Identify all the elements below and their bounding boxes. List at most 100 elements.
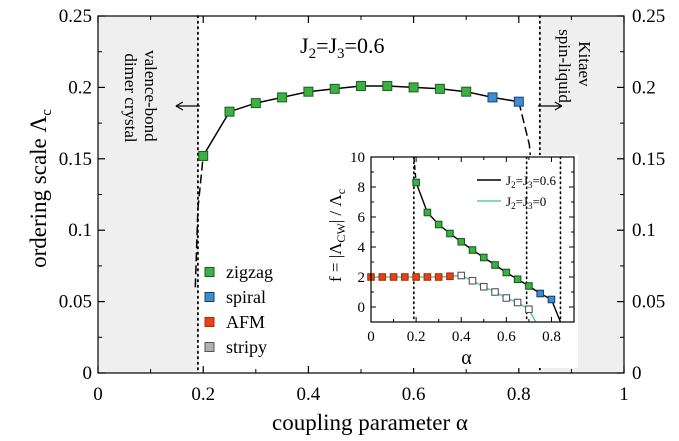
y-tick-label: 0.05	[59, 292, 92, 313]
inset-point-zigzag	[412, 178, 420, 187]
inset-point-zigzag	[434, 220, 443, 229]
ksl-arrow-head	[554, 101, 563, 111]
inset-point-zigzag	[525, 282, 533, 290]
point-zigzag	[408, 82, 419, 93]
inset-x-tick-label: 0.2	[407, 329, 426, 345]
ksl-region-label: Kitaev spin-liquid	[555, 29, 594, 103]
inset-point-zigzag	[502, 268, 511, 277]
legend-marker-stripy	[204, 342, 215, 352]
point-spiral	[513, 96, 524, 107]
point-zigzag	[198, 150, 209, 161]
title-sub-2: 2	[309, 46, 317, 62]
legend-label-spiral: spiral	[226, 287, 266, 307]
y-tick-label: 0.1	[68, 220, 92, 241]
chart-title: J2=J3=0.6	[300, 33, 384, 62]
point-zigzag	[277, 92, 288, 103]
point-zigzag	[303, 86, 314, 97]
ksl-arrow-icon	[537, 101, 563, 111]
y-ticks-left: 0 0.05 0.1 0.15 0.2 0.25	[59, 6, 105, 384]
point-zigzag	[329, 83, 340, 94]
inset-point-stripy	[457, 271, 466, 280]
point-zigzag	[356, 80, 366, 91]
inset-x-ticks: 0 0.2 0.4 0.6 0.8	[367, 157, 575, 345]
legend-marker-spiral	[204, 292, 215, 302]
inset-point-stripy	[502, 294, 511, 302]
x-axis-label-symbol: α	[456, 410, 468, 435]
inset-x-tick-label: 0.6	[497, 329, 516, 345]
inset-ylabel-sub-cw: CW	[334, 223, 348, 243]
title-value: =0.6	[345, 33, 385, 58]
main-points	[198, 80, 524, 161]
vbc-label-line2: dimer crystal	[121, 53, 140, 142]
legend-label-zigzag: zigzag	[226, 262, 273, 282]
y-tick-label-right: 0.05	[632, 292, 665, 313]
inset-y-ticks: 0 2 4 6 8 10	[350, 150, 574, 316]
y-axis-label-text: ordering scale	[26, 138, 51, 268]
inset-legend-label-j0: J2=J3=0	[506, 194, 546, 211]
y-tick-label-right: 0.2	[632, 77, 656, 98]
inset-point-afm	[412, 273, 420, 281]
inset-point-stripy	[479, 282, 488, 291]
x-axis-label: coupling parameter α	[272, 410, 468, 435]
x-tick-label: 0.2	[191, 384, 215, 405]
main-series-line	[202, 85, 519, 157]
inset-point-afm	[389, 273, 398, 281]
y-axis-label-sub: c	[39, 109, 55, 116]
y-tick-label-right: 0.1	[632, 220, 656, 241]
inset-point-stripy	[491, 288, 499, 296]
inset-y-tick-label: 8	[358, 180, 366, 196]
y-ticks-right: 0 0.05 0.1 0.15 0.2 0.25	[617, 6, 665, 384]
y-tick-label: 0.15	[59, 149, 92, 170]
x-tick-label: 0.4	[297, 384, 321, 405]
inset-y-tick-label: 10	[350, 150, 365, 166]
inset-point-afm	[446, 272, 454, 281]
inset-series-j2-j3-0-6-dashed	[413, 156, 417, 183]
inset-x-tick-label: 0.8	[542, 329, 561, 345]
inset-x-tick-label: 0	[367, 329, 375, 345]
point-zigzag	[461, 86, 472, 97]
y-tick-label-right: 0	[632, 363, 642, 384]
vbc-arrow-head	[175, 101, 184, 111]
legend-marker-zigzag	[204, 267, 215, 277]
x-tick-label: 1	[619, 384, 629, 405]
y-tick-label: 0.2	[68, 77, 92, 98]
title-eq-j: =J	[316, 33, 337, 58]
legend-marker-afm	[204, 317, 215, 327]
inset-ylabel-b: | / Λ	[326, 194, 345, 224]
inset-point-afm	[401, 273, 409, 281]
y-axis-label: ordering scale Λc	[26, 109, 55, 268]
inset-legend: J2=J3=0.6 J2=J3=0	[477, 173, 557, 211]
inset-legend-label-j06: J2=J3=0.6	[506, 173, 557, 190]
point-zigzag	[224, 106, 235, 117]
legend-label-stripy: stripy	[226, 337, 267, 357]
vbc-region-shade	[98, 16, 198, 373]
inset-y-axis-label: f = |ΛCW| / Λc	[326, 189, 348, 282]
inset-point-spiral	[547, 295, 556, 304]
inset-point-stripy	[513, 298, 522, 307]
x-tick-label: 0.6	[402, 384, 426, 405]
main-series-dashed-left	[194, 155, 204, 288]
x-tick-label: 0.8	[507, 384, 531, 405]
inset-panel: 0 0.2 0.4 0.6 0.8 0 2 4 6 8 10 α f = |ΛCW| / Λc J…	[326, 150, 578, 369]
point-zigzag	[434, 83, 445, 94]
inset-y-tick-label: 2	[358, 270, 366, 286]
inset-point-zigzag	[468, 246, 477, 254]
point-spiral	[487, 92, 498, 103]
phase-legend: zigzag spiral AFM stripy	[204, 262, 273, 357]
ksl-label-line1: Kitaev	[575, 41, 594, 87]
inset-point-zigzag	[491, 261, 499, 269]
inset-ylabel-a: f = |Λ	[326, 242, 345, 282]
inset-point-zigzag	[479, 253, 488, 262]
x-ticks: 0 0.2 0.4 0.6 0.8 1	[93, 16, 629, 405]
y-tick-label: 0	[83, 363, 93, 384]
inset-x-axis-label: α	[461, 347, 472, 369]
inset-point-afm	[378, 273, 387, 281]
point-zigzag	[250, 98, 261, 109]
inset-y-tick-label: 0	[358, 300, 366, 316]
y-tick-label-right: 0.15	[632, 149, 665, 170]
inset-point-afm	[434, 273, 443, 281]
inset-point-zigzag	[513, 275, 522, 284]
point-zigzag	[382, 80, 393, 91]
x-axis-label-text: coupling parameter	[272, 410, 451, 435]
